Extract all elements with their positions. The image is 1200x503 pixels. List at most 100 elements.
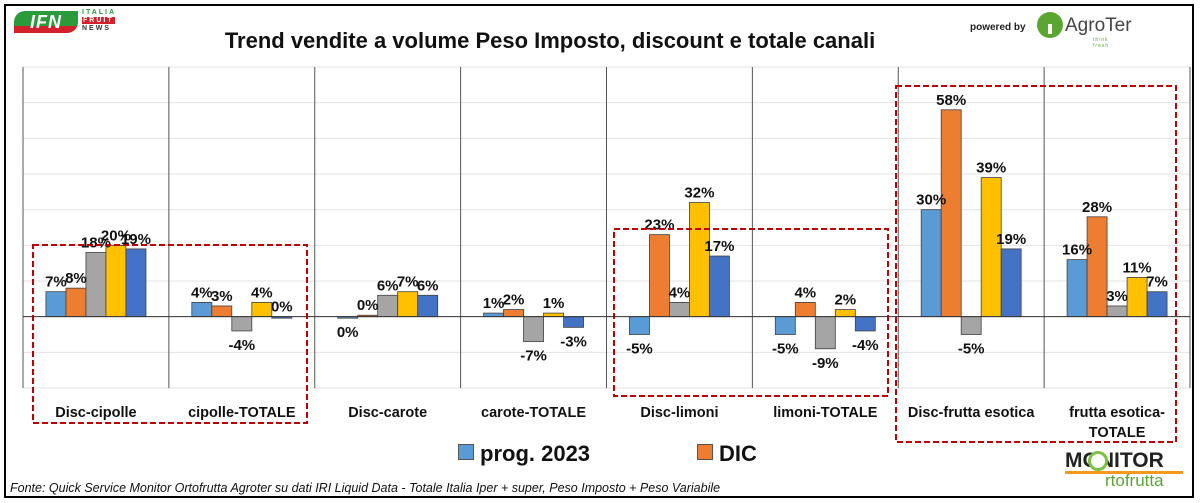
bar <box>563 316 584 328</box>
data-label: 0% <box>271 299 293 316</box>
bar <box>543 312 564 318</box>
bar <box>1106 305 1128 318</box>
bar <box>125 248 147 318</box>
data-label: -5% <box>772 341 799 358</box>
bar <box>960 316 982 335</box>
data-label: -7% <box>520 348 547 365</box>
bar <box>231 316 253 332</box>
bar <box>211 305 233 318</box>
bar <box>940 109 962 318</box>
bar <box>397 291 419 318</box>
data-label: -3% <box>560 333 587 350</box>
data-label: 39% <box>976 160 1006 177</box>
bar <box>834 309 856 318</box>
data-label: 1% <box>483 295 505 312</box>
data-label: 3% <box>1106 288 1128 305</box>
ifn-logo-words: ITALIA FRUIT NEWS <box>82 9 117 32</box>
category-label: frutta esotica- <box>1069 405 1165 421</box>
category-label: TOTALE <box>1089 425 1146 441</box>
bar <box>709 255 730 318</box>
bar <box>417 294 439 318</box>
highlight-box <box>895 85 1177 443</box>
monitor-ortofrutta-logo: MONITOR rtofrutta <box>1065 449 1185 491</box>
highlight-box <box>613 228 889 397</box>
bar <box>814 316 836 350</box>
bar <box>503 309 524 318</box>
data-label: 4% <box>251 284 273 301</box>
data-label: 32% <box>684 185 714 202</box>
bar <box>649 234 670 318</box>
bar <box>1086 216 1108 318</box>
data-label: 7% <box>1146 274 1168 291</box>
data-label: 19% <box>121 231 151 248</box>
data-label: 28% <box>1082 199 1112 216</box>
bar <box>105 244 127 318</box>
highlight-box <box>32 244 308 424</box>
data-label: 2% <box>503 292 525 309</box>
legend-item-dic: DIC <box>697 441 757 467</box>
data-label: 3% <box>211 288 233 305</box>
italia-fruit-news-logo: IFN ITALIA FRUIT NEWS <box>14 9 126 35</box>
data-label: 2% <box>834 292 856 309</box>
data-label: 7% <box>45 274 67 291</box>
data-label: 20% <box>101 227 131 244</box>
data-label: 17% <box>704 238 734 255</box>
bar <box>523 316 544 343</box>
data-label: 6% <box>377 277 399 294</box>
data-label: -9% <box>812 355 839 372</box>
magnifier-icon <box>1088 451 1108 471</box>
bar <box>920 209 942 318</box>
data-label: -4% <box>228 337 255 354</box>
data-label: 23% <box>644 217 674 234</box>
data-label: -5% <box>958 341 985 358</box>
category-labels: Disc-cipolle cipolle-TOTALE Disc-carote car… <box>55 405 1165 441</box>
bar <box>1126 277 1148 318</box>
category-label: carote-TOTALE <box>481 405 586 421</box>
category-separators <box>22 67 1191 388</box>
bar <box>1066 259 1088 318</box>
category-label: limoni-TOTALE <box>773 405 878 421</box>
data-label: 58% <box>936 92 966 109</box>
data-label: -5% <box>626 341 653 358</box>
data-label: 19% <box>996 231 1026 248</box>
bar <box>483 312 504 318</box>
data-label: 8% <box>65 270 87 287</box>
data-label: 30% <box>916 192 946 209</box>
data-label: 4% <box>191 284 213 301</box>
data-label: 1% <box>543 295 565 312</box>
data-label: -4% <box>852 337 879 354</box>
bar <box>629 316 650 335</box>
category-label: Disc-limoni <box>640 405 718 421</box>
data-label: 0% <box>337 324 359 341</box>
category-label: Disc-cipolle <box>55 405 136 421</box>
category-label: cipolle-TOTALE <box>188 405 296 421</box>
data-label: 7% <box>397 274 419 291</box>
highlight-boxes <box>32 85 1177 443</box>
bar <box>251 301 273 318</box>
tree-icon <box>1037 12 1063 38</box>
bar <box>794 301 816 318</box>
ifn-logo-mark: IFN <box>14 11 78 33</box>
data-label: 18% <box>81 234 111 251</box>
bar <box>377 294 399 318</box>
data-label: 11% <box>1122 259 1151 276</box>
legend-swatch <box>458 444 474 460</box>
data-label: 4% <box>794 284 816 301</box>
bar <box>1146 291 1168 318</box>
category-label: Disc-frutta esotica <box>908 405 1035 421</box>
chart-frame <box>4 4 1194 498</box>
powered-by-label: powered by <box>970 22 1026 33</box>
bar <box>689 202 710 318</box>
data-label: 6% <box>417 277 439 294</box>
data-label: 16% <box>1062 242 1092 259</box>
data-label: 4% <box>669 284 691 301</box>
bar <box>669 301 690 318</box>
bar <box>45 291 67 318</box>
data-label: 0% <box>357 297 379 314</box>
data-labels: 7%8%18%20%19%4%3%-4%4%0%0%0%6%7%6%1%2%-7… <box>45 92 1168 372</box>
bar <box>774 316 796 335</box>
bar <box>191 301 213 318</box>
chart-title: Trend vendite a volume Peso Imposto, dis… <box>224 28 876 53</box>
source-note: Fonte: Quick Service Monitor Ortofrutta … <box>10 481 721 495</box>
category-label: Disc-carote <box>348 405 427 421</box>
